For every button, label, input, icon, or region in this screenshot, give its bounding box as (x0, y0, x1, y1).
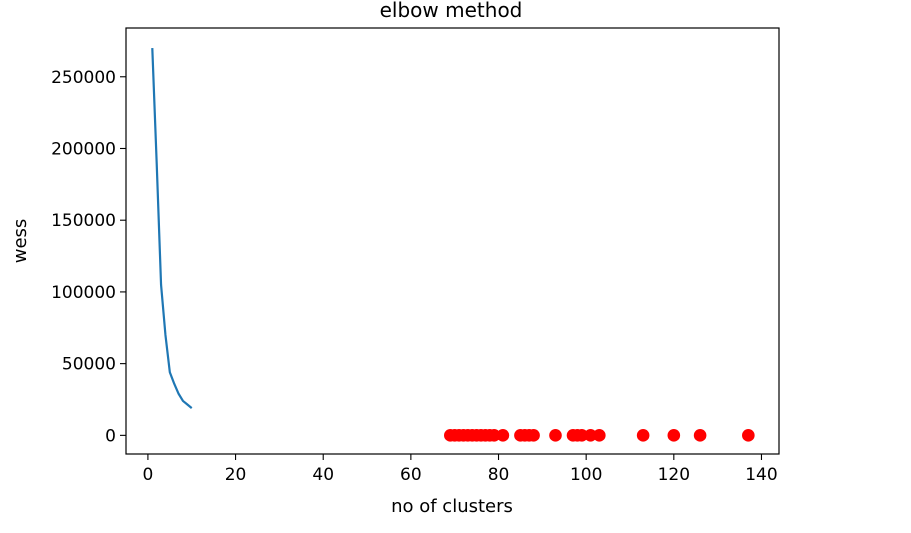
x-tick-label: 60 (400, 465, 422, 485)
scatter-point (584, 429, 597, 442)
scatter-point (487, 429, 501, 442)
x-tick-label: 20 (225, 465, 247, 485)
scatter-point (575, 429, 589, 442)
scatter-point (496, 429, 510, 442)
x-tick-label: 0 (142, 465, 153, 485)
series-layer (151, 48, 755, 442)
y-tick-label: 200000 (51, 139, 116, 159)
x-axis-label: no of clusters (391, 496, 513, 517)
y-tick-label: 250000 (51, 68, 116, 88)
scatter-point (527, 429, 540, 442)
scatter-point (742, 429, 755, 442)
y-axis-ticks: 0 50000 100000 150000 200000 250000 (51, 68, 126, 446)
chart-title: elbow method (380, 0, 523, 22)
scatter-point (636, 429, 650, 442)
scatter-point (693, 429, 707, 442)
x-axis-ticks: 0 20 40 60 80 100 120 140 (142, 454, 778, 485)
scatter-point (549, 429, 562, 442)
y-tick-label: 50000 (62, 355, 116, 375)
y-tick-label: 0 (105, 426, 116, 446)
series-line (151, 48, 193, 409)
y-tick-label: 100000 (51, 283, 116, 303)
x-tick-label: 80 (488, 465, 510, 485)
plot-frame (125, 27, 780, 455)
x-tick-label: 40 (312, 465, 334, 485)
x-tick-label: 120 (658, 465, 690, 485)
x-tick-label: 100 (570, 465, 602, 485)
y-axis-label: wess (10, 219, 31, 264)
scatter-point (667, 429, 681, 442)
y-tick-label: 150000 (51, 211, 116, 231)
x-tick-label: 140 (745, 465, 777, 485)
scatter-point (593, 429, 606, 442)
